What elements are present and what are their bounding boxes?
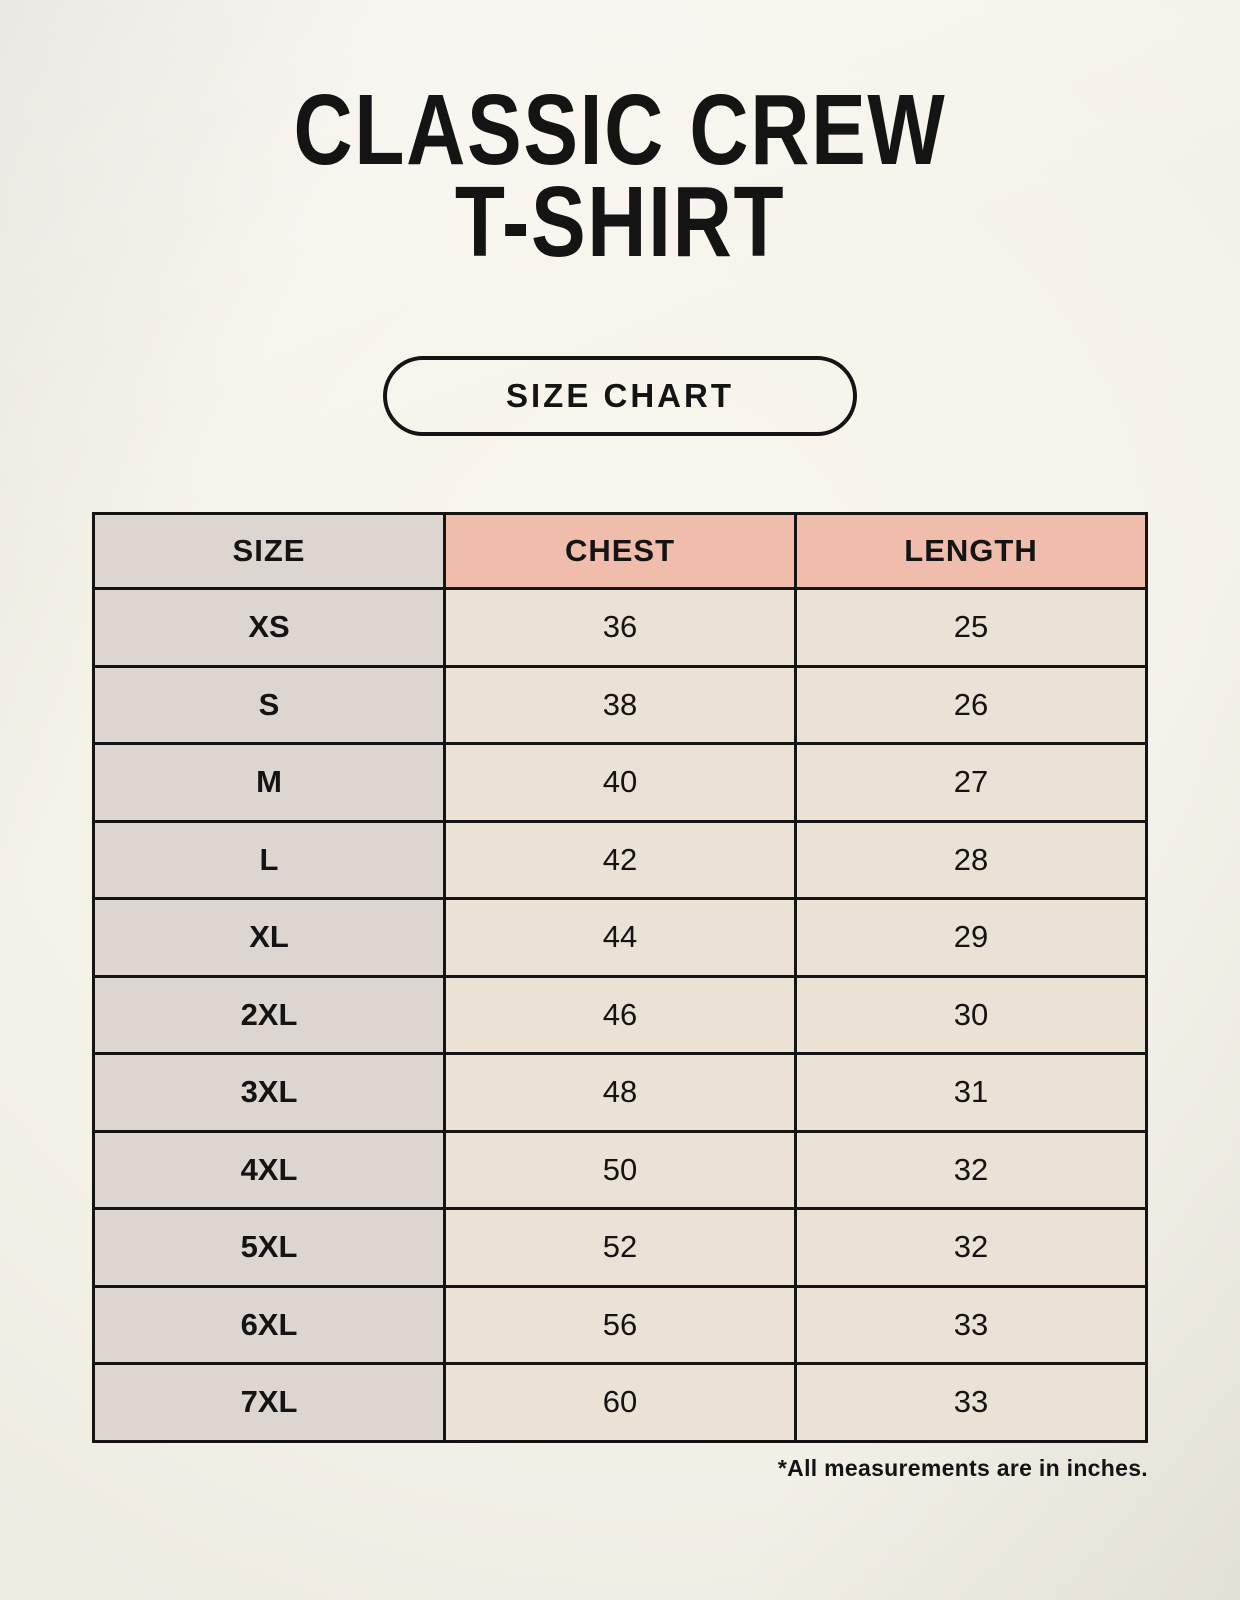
size-table-body: XS 36 25 S 38 26 M 40 27 L 42 28 XL 44 29 2XL 46 30 3XL 48 3… (92, 587, 1148, 1443)
table-row: 6XL 56 33 (92, 1284, 1148, 1365)
chest-cell: 46 (443, 974, 797, 1055)
chest-cell: 44 (443, 897, 797, 978)
length-cell: 32 (794, 1129, 1148, 1210)
size-cell: 6XL (92, 1284, 446, 1365)
length-cell: 29 (794, 897, 1148, 978)
chest-cell: 52 (443, 1207, 797, 1288)
size-cell: 7XL (92, 1362, 446, 1443)
page-title-line1: CLASSIC CREW (293, 74, 947, 186)
chest-cell: 56 (443, 1284, 797, 1365)
chest-cell: 48 (443, 1052, 797, 1133)
page-title: CLASSIC CREW T-SHIRT (112, 0, 1129, 278)
column-header-size: SIZE (92, 512, 446, 590)
table-row: XS 36 25 (92, 587, 1148, 668)
size-chart-badge[interactable]: SIZE CHART (383, 356, 857, 436)
chest-cell: 40 (443, 742, 797, 823)
length-cell: 31 (794, 1052, 1148, 1133)
table-row: 3XL 48 31 (92, 1052, 1148, 1133)
size-cell: 3XL (92, 1052, 446, 1133)
size-cell: 5XL (92, 1207, 446, 1288)
chest-cell: 60 (443, 1362, 797, 1443)
size-cell: 4XL (92, 1129, 446, 1210)
table-row: 5XL 52 32 (92, 1207, 1148, 1288)
length-cell: 28 (794, 819, 1148, 900)
table-row: L 42 28 (92, 819, 1148, 900)
table-row: 4XL 50 32 (92, 1129, 1148, 1210)
chest-cell: 50 (443, 1129, 797, 1210)
size-cell: XL (92, 897, 446, 978)
size-cell: S (92, 664, 446, 745)
length-cell: 27 (794, 742, 1148, 823)
size-table-head: SIZE CHEST LENGTH (92, 512, 1148, 590)
length-cell: 33 (794, 1362, 1148, 1443)
size-cell: XS (92, 587, 446, 668)
length-cell: 30 (794, 974, 1148, 1055)
chest-cell: 36 (443, 587, 797, 668)
table-row: 7XL 60 33 (92, 1362, 1148, 1443)
table-row: M 40 27 (92, 742, 1148, 823)
length-cell: 33 (794, 1284, 1148, 1365)
page-title-line2: T-SHIRT (454, 166, 786, 278)
table-row: 2XL 46 30 (92, 974, 1148, 1055)
length-cell: 25 (794, 587, 1148, 668)
size-cell: M (92, 742, 446, 823)
column-header-chest: CHEST (443, 512, 797, 590)
size-chart-badge-label: SIZE CHART (506, 377, 734, 414)
chest-cell: 42 (443, 819, 797, 900)
size-cell: 2XL (92, 974, 446, 1055)
table-header-row: SIZE CHEST LENGTH (92, 512, 1148, 590)
column-header-length: LENGTH (794, 512, 1148, 590)
table-row: S 38 26 (92, 664, 1148, 745)
chest-cell: 38 (443, 664, 797, 745)
table-row: XL 44 29 (92, 897, 1148, 978)
measurements-footnote: *All measurements are in inches. (777, 1454, 1148, 1481)
size-cell: L (92, 819, 446, 900)
length-cell: 26 (794, 664, 1148, 745)
size-table: SIZE CHEST LENGTH XS 36 25 S 38 26 M 40 27 L 42 28 X… (92, 512, 1148, 1443)
length-cell: 32 (794, 1207, 1148, 1288)
